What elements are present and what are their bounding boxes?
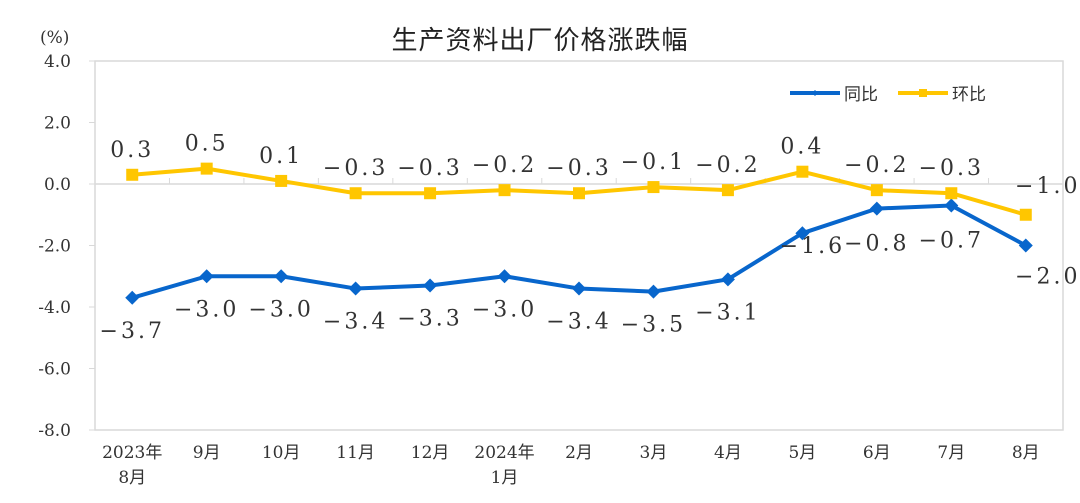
mom-data-label: −0.3 bbox=[323, 156, 388, 181]
x-tick-label: 8月 bbox=[118, 468, 146, 488]
mom-data-label: −1.0 bbox=[1015, 174, 1080, 199]
x-tick-label: 12月 bbox=[411, 443, 450, 463]
legend-yoy-label: 同比 bbox=[844, 85, 878, 105]
x-tick-label: 2023年 bbox=[102, 443, 162, 463]
mom-data-label: 0.3 bbox=[110, 138, 154, 163]
y-axis: 4.0 2.0 0.0 -2.0 -4.0 -6.0 -8.0 bbox=[38, 52, 95, 441]
yoy-marker bbox=[572, 281, 586, 296]
x-tick-label: 4月 bbox=[714, 443, 742, 463]
mom-data-label: −0.2 bbox=[695, 153, 760, 178]
yoy-data-label: −3.4 bbox=[546, 310, 611, 335]
yoy-data-label: −3.4 bbox=[323, 310, 388, 335]
mom-marker bbox=[647, 181, 660, 194]
x-tick-label: 2月 bbox=[565, 443, 593, 463]
yoy-marker bbox=[125, 290, 140, 305]
y-tick-label: -6.0 bbox=[38, 360, 71, 380]
mom-marker bbox=[796, 165, 809, 178]
x-tick-label: 8月 bbox=[1012, 443, 1040, 463]
yoy-marker bbox=[720, 272, 735, 287]
data-labels: −3.7 −3.0 −3.0 −3.4 −3.3 −3.0 −3.4 −3.5 −3.1 −1.6… bbox=[100, 132, 1080, 344]
mom-marker bbox=[1019, 208, 1032, 221]
mom-data-label: −0.3 bbox=[919, 156, 984, 181]
yoy-data-label: −3.5 bbox=[621, 313, 686, 338]
mom-data-label: −0.2 bbox=[844, 153, 909, 178]
x-tick-label: 11月 bbox=[336, 443, 375, 463]
x-tick-label: 9月 bbox=[193, 443, 221, 463]
mom-marker bbox=[721, 184, 734, 197]
yoy-data-label: −0.7 bbox=[919, 229, 984, 254]
x-tick-label: 2024年 bbox=[474, 443, 534, 463]
mom-marker bbox=[498, 184, 511, 197]
legend-mom-label: 环比 bbox=[952, 85, 986, 105]
mom-marker bbox=[200, 162, 213, 175]
mom-data-label: 0.5 bbox=[185, 132, 229, 157]
yoy-data-label: −3.0 bbox=[472, 297, 537, 322]
yoy-data-label: −2.0 bbox=[1015, 265, 1080, 290]
yoy-data-label: −3.7 bbox=[100, 319, 165, 344]
mom-marker bbox=[275, 174, 288, 187]
yoy-marker bbox=[1018, 238, 1033, 253]
mom-marker bbox=[424, 187, 437, 200]
mom-data-label: 0.4 bbox=[780, 135, 824, 160]
yoy-data-label: −1.6 bbox=[780, 234, 845, 259]
y-tick-label: -8.0 bbox=[38, 421, 71, 441]
y-axis-unit-label: (%) bbox=[40, 28, 70, 48]
yoy-marker bbox=[944, 198, 959, 213]
yoy-marker bbox=[795, 226, 810, 241]
yoy-marker bbox=[274, 269, 289, 284]
yoy-data-label: −3.3 bbox=[397, 306, 462, 331]
x-tick-label: 7月 bbox=[937, 443, 965, 463]
x-tick-label: 5月 bbox=[788, 443, 816, 463]
yoy-marker bbox=[869, 201, 884, 216]
y-tick-label: -2.0 bbox=[38, 237, 71, 257]
legend-diamond-marker bbox=[812, 90, 818, 96]
mom-marker bbox=[126, 168, 139, 181]
mom-data-label: −0.3 bbox=[397, 156, 462, 181]
yoy-data-label: −3.1 bbox=[695, 300, 760, 325]
series-layer bbox=[125, 162, 1033, 305]
mom-data-label: −0.2 bbox=[472, 153, 537, 178]
y-tick-label: -4.0 bbox=[38, 298, 71, 318]
mom-data-label: −0.3 bbox=[546, 156, 611, 181]
yoy-marker bbox=[199, 269, 214, 284]
mom-marker bbox=[349, 187, 362, 200]
mom-marker bbox=[945, 187, 958, 200]
mom-data-label: 0.1 bbox=[259, 144, 303, 169]
x-tick-label: 6月 bbox=[863, 443, 891, 463]
legend-square-marker bbox=[919, 89, 927, 97]
yoy-data-label: −3.0 bbox=[248, 297, 313, 322]
y-tick-label: 0.0 bbox=[44, 175, 71, 195]
yoy-marker bbox=[348, 281, 363, 296]
y-tick-label: 4.0 bbox=[44, 52, 71, 72]
yoy-marker bbox=[423, 278, 438, 293]
x-tick-label: 1月 bbox=[491, 468, 519, 488]
x-axis: 2023年 8月 9月 10月 11月 12月 2024年 1月 2月 3月 4月 5月 6月 7月 8月 bbox=[102, 443, 1040, 488]
x-tick-label: 3月 bbox=[640, 443, 668, 463]
x-tick-label: 10月 bbox=[262, 443, 301, 463]
mom-data-label: −0.1 bbox=[621, 150, 686, 175]
legend: 同比 环比 bbox=[790, 85, 986, 105]
yoy-data-label: −3.0 bbox=[174, 297, 239, 322]
yoy-marker bbox=[497, 269, 512, 284]
yoy-marker bbox=[646, 284, 661, 299]
yoy-data-label: −0.8 bbox=[844, 232, 909, 257]
y-tick-label: 2.0 bbox=[44, 114, 71, 134]
chart-title: 生产资料出厂价格涨跌幅 bbox=[391, 26, 689, 56]
mom-marker bbox=[573, 187, 585, 200]
mom-marker bbox=[870, 184, 883, 197]
